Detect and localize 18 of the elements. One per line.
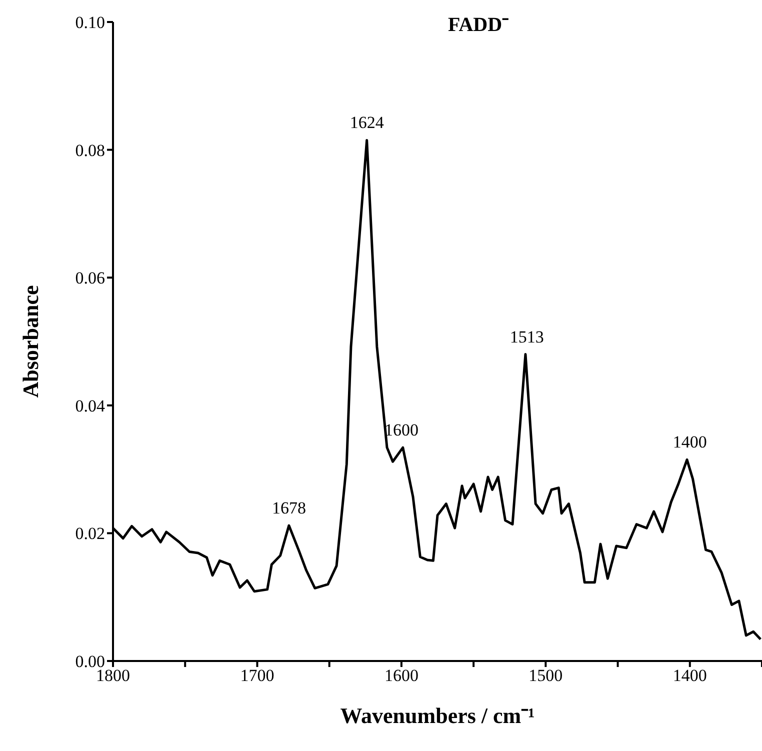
y-axis-title: Absorbance xyxy=(18,285,43,398)
y-tick-label: 0.10 xyxy=(75,13,105,32)
x-tick-label: 1400 xyxy=(672,666,707,686)
annotation: 1400 xyxy=(672,432,707,452)
y-tick-label: 0.04 xyxy=(75,396,106,416)
x-axis-title: Wavenumbers / cm⁻¹ xyxy=(340,703,535,728)
annotation: 1600 xyxy=(384,420,418,440)
y-tick-label: 0.06 xyxy=(75,268,105,288)
x-tick-label: 1700 xyxy=(240,666,274,686)
x-tick-label: 1600 xyxy=(384,666,418,686)
annotation: 1513 xyxy=(510,327,544,346)
y-tick-label: 0.08 xyxy=(75,140,105,160)
annotation: 1624 xyxy=(350,113,384,132)
x-tick-label: 1800 xyxy=(96,666,130,686)
x-tick-label: 1500 xyxy=(528,666,563,686)
y-tick-label: 0.02 xyxy=(75,524,105,544)
chart-title: FADD⁻ xyxy=(448,13,510,37)
annotation: 1678 xyxy=(272,498,306,518)
